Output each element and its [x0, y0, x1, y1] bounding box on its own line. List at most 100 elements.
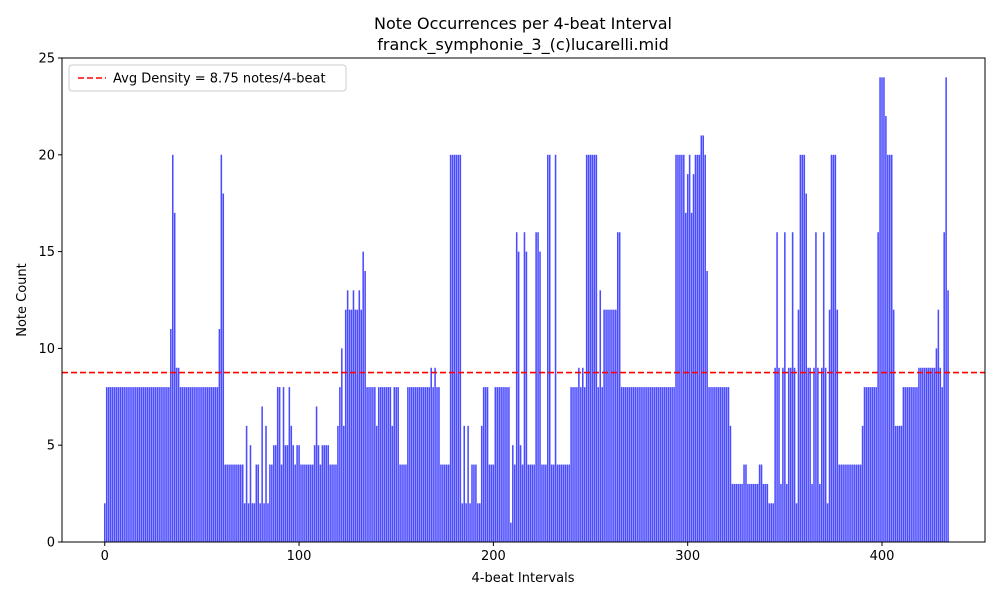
bar	[257, 464, 260, 542]
bar	[704, 154, 706, 543]
bar	[290, 425, 293, 542]
bar	[156, 387, 158, 542]
bar	[702, 135, 705, 542]
bar	[479, 503, 481, 542]
bar	[245, 425, 248, 542]
bar	[434, 367, 436, 542]
bar	[918, 367, 920, 542]
bar	[931, 367, 934, 542]
bar	[925, 367, 928, 542]
bar	[595, 154, 598, 543]
bar	[331, 464, 333, 542]
bar	[735, 483, 738, 542]
bar	[137, 387, 139, 542]
bar	[642, 387, 644, 542]
bar	[675, 154, 677, 543]
bar	[871, 387, 874, 542]
bar	[403, 464, 405, 542]
bar	[368, 387, 370, 542]
bar	[889, 154, 891, 543]
bar	[308, 464, 310, 542]
bar	[533, 464, 535, 542]
bar	[694, 154, 697, 543]
bar	[313, 445, 316, 542]
bar	[519, 445, 522, 542]
bar	[329, 464, 331, 542]
bar	[881, 77, 883, 543]
bar	[683, 154, 685, 543]
bar	[894, 425, 897, 542]
bar	[743, 464, 745, 542]
bar	[119, 387, 122, 542]
bar	[784, 232, 786, 543]
bar	[523, 232, 526, 543]
bar	[341, 348, 343, 542]
bar	[817, 367, 819, 542]
bar	[335, 464, 337, 542]
bar	[879, 77, 881, 543]
bar	[714, 387, 716, 542]
bar	[150, 387, 153, 542]
bar	[387, 387, 390, 542]
bar	[626, 387, 629, 542]
bar	[377, 387, 380, 542]
bar	[428, 387, 431, 542]
bar	[444, 464, 446, 542]
bar	[739, 483, 741, 542]
bar	[824, 367, 827, 542]
bar	[916, 387, 918, 542]
bar	[659, 387, 662, 542]
bar	[854, 464, 856, 542]
bar	[449, 154, 452, 543]
bar	[842, 464, 844, 542]
bar	[929, 367, 932, 542]
bar	[852, 464, 854, 542]
bar	[405, 464, 407, 542]
bar	[220, 154, 223, 543]
bar	[286, 445, 289, 542]
bar	[253, 503, 256, 542]
bar	[902, 387, 905, 542]
bar	[677, 154, 679, 543]
bar	[764, 483, 767, 542]
bar	[786, 483, 788, 542]
bar	[113, 387, 116, 542]
bar	[177, 367, 180, 542]
bar	[469, 503, 471, 542]
bar	[574, 387, 576, 542]
bar	[558, 464, 561, 542]
bar	[857, 464, 860, 542]
bar	[438, 387, 440, 542]
bar	[385, 387, 388, 542]
bar	[453, 154, 456, 543]
bar	[115, 387, 118, 542]
bar	[937, 309, 940, 542]
bar	[749, 483, 751, 542]
bar	[397, 387, 399, 542]
bar	[692, 174, 695, 542]
bar	[325, 445, 328, 542]
bar	[265, 425, 267, 542]
bar	[803, 154, 806, 543]
bar	[222, 193, 225, 542]
bar	[690, 212, 693, 542]
bar	[471, 464, 473, 542]
bar	[850, 464, 852, 542]
plot-frame	[61, 57, 986, 543]
bar	[572, 387, 574, 542]
bar	[144, 387, 147, 542]
bar	[898, 425, 901, 542]
bar	[480, 425, 483, 542]
bar	[838, 464, 841, 542]
bar	[933, 367, 936, 542]
bar	[605, 309, 607, 542]
bar	[208, 387, 211, 542]
bar	[725, 387, 728, 542]
bar	[648, 387, 650, 542]
bar	[718, 387, 720, 542]
bar	[372, 387, 374, 542]
bar	[255, 464, 258, 542]
bar	[828, 309, 831, 542]
bar	[809, 367, 811, 542]
bar	[212, 387, 215, 542]
